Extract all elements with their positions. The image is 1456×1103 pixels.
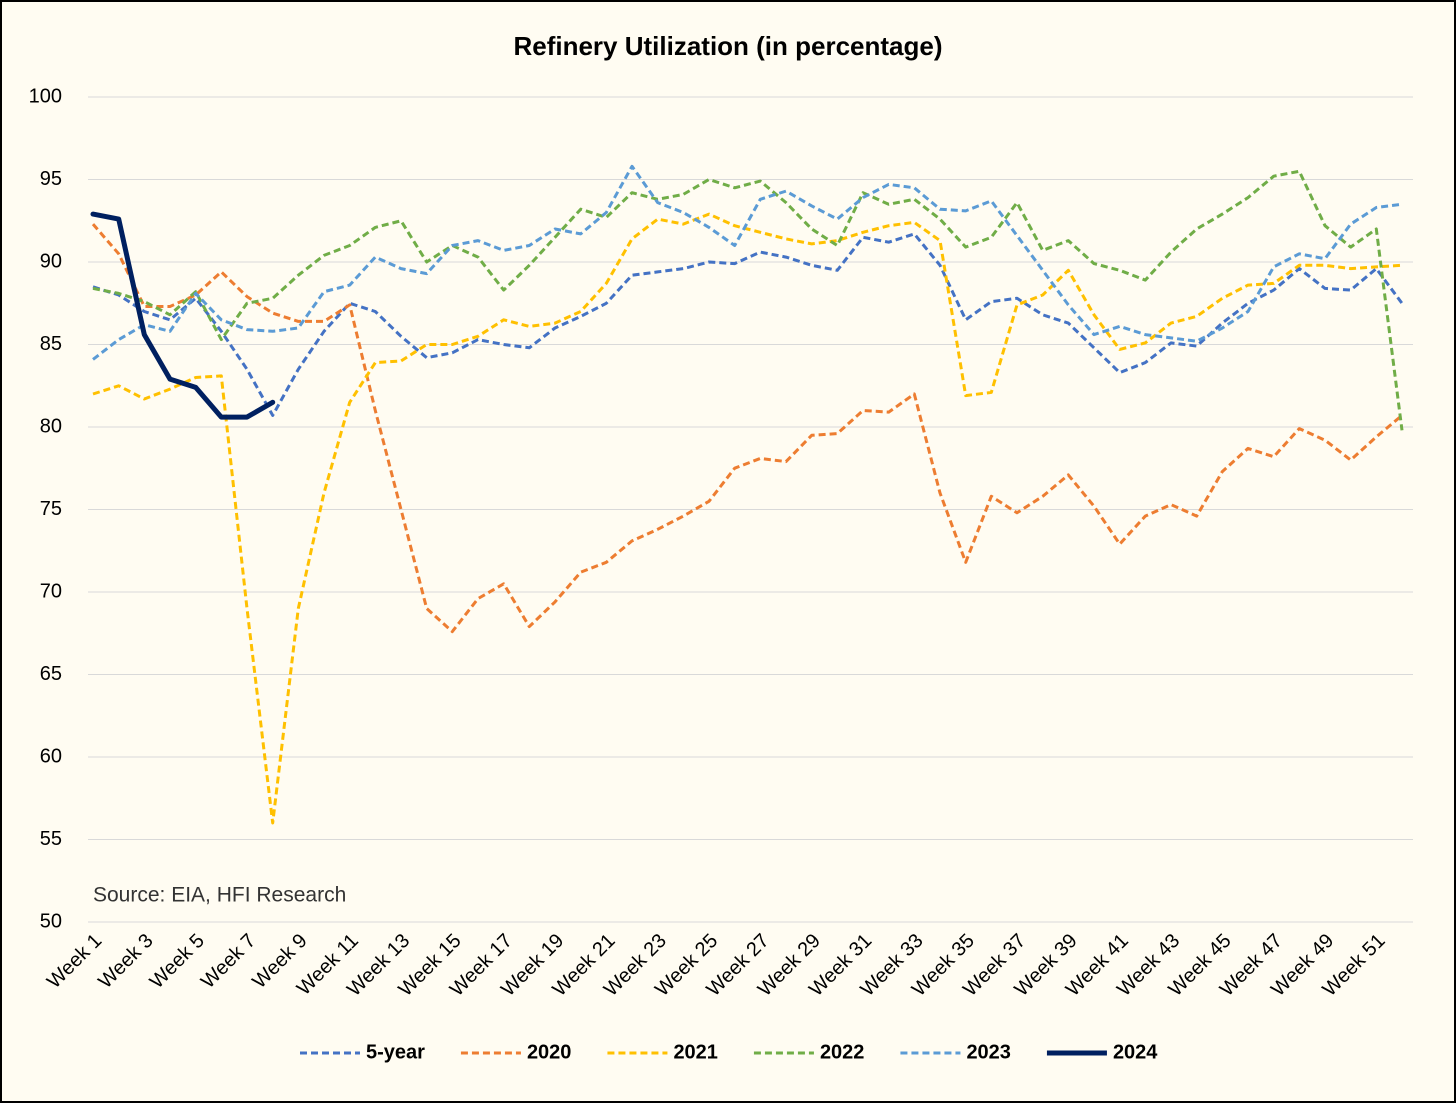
series-line <box>91 223 1403 634</box>
y-tick-label: 75 <box>40 498 62 520</box>
y-tick-label: 100 <box>29 85 62 107</box>
legend-label: 2022 <box>820 1041 865 1063</box>
y-tick-label: 80 <box>40 415 62 437</box>
legend: 5-year 2020 2021 2022 2023 2024 <box>300 1041 1158 1063</box>
y-tick-label: 55 <box>40 828 62 850</box>
legend-label: 2024 <box>1113 1041 1158 1063</box>
y-tick-label: 70 <box>40 580 62 602</box>
series-line <box>92 212 1403 825</box>
series-line <box>92 164 1403 361</box>
y-tick-label: 60 <box>40 745 62 767</box>
legend-label: 2020 <box>527 1041 572 1063</box>
y-tick-label: 50 <box>40 910 62 932</box>
legend-label: 5-year <box>366 1041 425 1063</box>
legend-label: 2021 <box>673 1041 718 1063</box>
series-line <box>92 232 1404 417</box>
chart-title: Refinery Utilization (in percentage) <box>513 31 942 61</box>
y-tick-label: 95 <box>40 168 62 190</box>
y-tick-label: 65 <box>40 663 62 685</box>
source-annotation: Source: EIA, HFI Research <box>93 884 346 907</box>
y-tick-label: 85 <box>40 333 62 355</box>
legend-label: 2023 <box>966 1041 1011 1063</box>
series-line <box>92 169 1404 431</box>
series-line <box>90 211 276 420</box>
plot-lines <box>90 164 1404 825</box>
y-tick-label: 90 <box>40 250 62 272</box>
